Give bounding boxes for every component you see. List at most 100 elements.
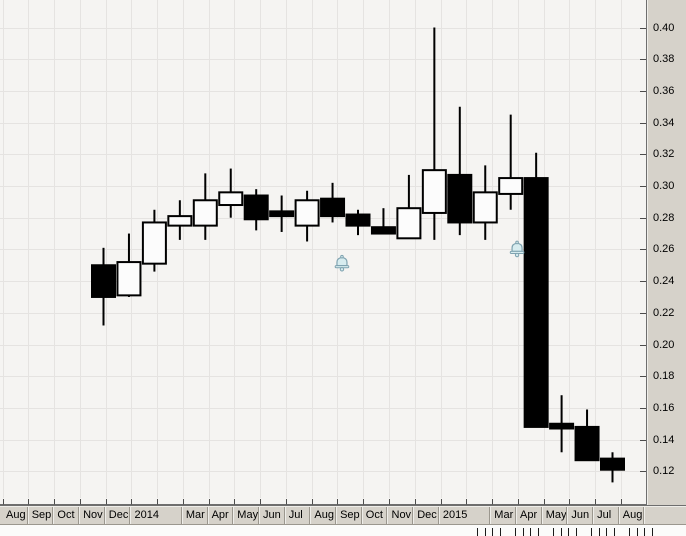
time-axis-label: Oct <box>365 509 383 521</box>
time-axis-label: Sep <box>31 509 52 521</box>
candle[interactable] <box>218 168 244 218</box>
time-axis-label: Sep <box>340 509 360 521</box>
time-axis-label: Aug <box>622 509 643 521</box>
time-axis-label: Aug <box>6 509 26 521</box>
time-axis-label: May <box>545 509 567 521</box>
price-axis-label: 0.22 <box>653 306 675 319</box>
time-axis-label: Jul <box>288 509 303 521</box>
time-axis-cell: Sep <box>28 507 54 524</box>
minor-tick <box>591 528 592 536</box>
time-axis-cell: Dec <box>105 507 131 524</box>
price-axis-label: 0.26 <box>653 243 675 256</box>
minor-tick <box>576 528 577 536</box>
time-axis-cell: Apr <box>208 507 234 524</box>
time-axis-cell: Apr <box>516 507 542 524</box>
time-axis-cell: May <box>233 507 259 524</box>
price-axis-label: 0.36 <box>653 84 675 97</box>
time-axis-label: Jun <box>263 509 281 521</box>
time-axis-label: 2014 <box>134 509 159 521</box>
alert-bell-icon[interactable] <box>509 240 525 258</box>
minor-tick <box>599 528 600 536</box>
time-axis-cell: Jul <box>285 507 311 524</box>
time-axis-label: Oct <box>57 509 75 521</box>
candle[interactable] <box>320 182 346 223</box>
minor-tick <box>553 528 554 536</box>
time-axis-cell: Aug <box>2 507 28 524</box>
candle[interactable] <box>294 190 320 242</box>
time-axis-label: Jun <box>571 509 590 521</box>
price-axis-label: 0.40 <box>653 21 675 34</box>
minor-tick <box>561 528 562 536</box>
price-axis-label: 0.20 <box>653 338 675 351</box>
time-axis-label: May <box>237 509 258 521</box>
candle[interactable] <box>345 209 371 236</box>
minor-tick <box>515 528 516 536</box>
price-axis[interactable]: 0.40 0.38 0.36 0.34 0.32 0.30 0.28 0.26 0.24 0.22… <box>646 0 686 505</box>
time-axis-cell: 2015 <box>439 507 491 524</box>
minor-tick <box>568 528 569 536</box>
time-axis-label: Mar <box>185 509 205 521</box>
candle[interactable] <box>574 409 600 462</box>
minor-tick <box>485 528 486 536</box>
minor-tick <box>492 528 493 536</box>
minor-tick <box>477 528 478 536</box>
candle[interactable] <box>243 189 269 231</box>
minor-tick <box>606 528 607 536</box>
candlestick-chart <box>0 0 646 505</box>
time-axis-label: Jul <box>597 509 612 521</box>
time-axis-cell: Mar <box>182 507 208 524</box>
candle[interactable] <box>116 233 142 297</box>
candle[interactable] <box>600 452 625 483</box>
time-axis[interactable]: Aug Sep Oct Nov Dec 2014 Mar Apr May Jun Jul Aug Sep… <box>0 505 686 524</box>
candle[interactable] <box>167 200 193 240</box>
time-axis-label: 2015 <box>442 509 468 521</box>
time-axis-cell: Nov <box>79 507 105 524</box>
time-axis-cell: Oct <box>362 507 388 524</box>
candle[interactable] <box>523 152 549 428</box>
time-axis-cell: May <box>542 507 568 524</box>
candle[interactable] <box>498 114 524 210</box>
price-axis-label: 0.18 <box>653 370 675 383</box>
time-axis-label: Aug <box>314 509 334 521</box>
time-axis-cell: Dec <box>413 507 439 524</box>
time-axis-label: Nov <box>83 509 103 521</box>
price-axis-label: 0.12 <box>653 465 675 478</box>
candle[interactable] <box>370 208 396 235</box>
candle[interactable] <box>421 27 447 240</box>
minor-tick <box>614 528 615 536</box>
candle[interactable] <box>91 247 116 326</box>
time-axis-cell: Jul <box>593 507 619 524</box>
lower-pane-strip[interactable] <box>0 524 686 536</box>
candlestick-plot-area[interactable] <box>0 0 646 505</box>
time-axis-cell: Aug <box>310 507 337 524</box>
time-axis-cell: Jun <box>259 507 285 524</box>
time-axis-cell: 2014 <box>131 507 182 524</box>
time-axis-label: Apr <box>211 509 229 521</box>
time-axis-cell: Sep <box>336 507 362 524</box>
time-axis-cell: Aug <box>619 507 645 524</box>
time-axis-cell: Nov <box>388 507 414 524</box>
candle[interactable] <box>447 106 473 236</box>
time-axis-label: Apr <box>520 509 538 521</box>
time-axis-cell: Jun <box>567 507 594 524</box>
alert-bell-icon[interactable] <box>334 254 350 272</box>
candle[interactable] <box>396 174 422 240</box>
price-axis-label: 0.34 <box>653 116 675 129</box>
candle[interactable] <box>472 165 498 240</box>
time-axis-label: Nov <box>391 509 412 521</box>
price-axis-label: 0.24 <box>653 275 675 288</box>
time-axis-label: Dec <box>417 509 437 521</box>
price-axis-label: 0.14 <box>653 433 675 446</box>
candle[interactable] <box>549 395 575 453</box>
candle[interactable] <box>141 209 167 272</box>
minor-tick <box>629 528 630 536</box>
minor-tick <box>523 528 524 536</box>
minor-tick <box>500 528 501 536</box>
candle[interactable] <box>192 173 218 240</box>
price-axis-label: 0.32 <box>653 148 675 161</box>
candle[interactable] <box>269 195 295 232</box>
time-axis-cell: Mar <box>490 507 516 524</box>
plot-frame <box>0 28 646 505</box>
minor-tick <box>637 528 638 536</box>
